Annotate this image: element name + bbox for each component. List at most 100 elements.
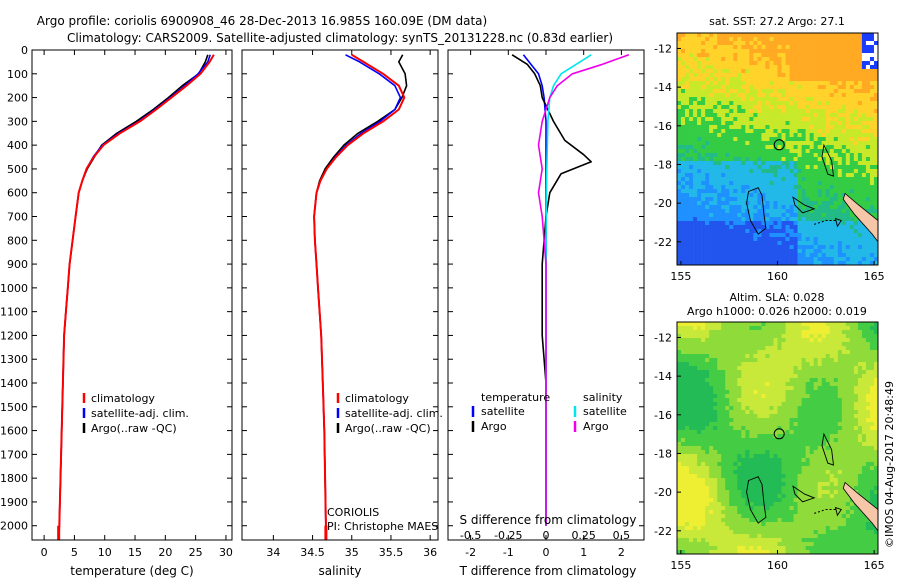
map-cell — [821, 165, 827, 170]
island-shape — [842, 192, 878, 243]
map-cell — [789, 382, 794, 387]
map-cell — [681, 97, 686, 102]
map-cell — [801, 257, 806, 262]
map-cell — [865, 201, 871, 206]
map-cell — [725, 394, 730, 399]
map-cell — [741, 382, 746, 387]
s-tick-label: 0.25 — [571, 529, 596, 542]
map-cell — [833, 153, 839, 158]
map-cell — [761, 362, 766, 367]
map-cell — [693, 153, 698, 158]
map-cell — [701, 61, 706, 66]
map-cell — [729, 197, 734, 202]
legend-label-satellite: satellite-adj. clim. — [91, 407, 189, 420]
map-cell — [697, 430, 702, 435]
map-cell — [757, 193, 762, 198]
map-cell — [813, 73, 818, 78]
map-cell — [681, 410, 686, 415]
map-cell — [685, 37, 690, 42]
map-cell — [701, 121, 706, 126]
map-cell — [801, 101, 806, 106]
map-cell — [725, 173, 730, 178]
map-cell — [745, 458, 750, 463]
map-cell — [701, 402, 706, 407]
map-cell — [741, 434, 746, 439]
map-cell — [725, 133, 730, 138]
map-cell — [769, 117, 774, 122]
map-cell — [761, 338, 766, 343]
map-cell — [841, 93, 847, 98]
map-cell — [777, 145, 782, 150]
map-cell — [737, 65, 742, 70]
map-cell — [705, 85, 710, 90]
map-cell — [733, 49, 738, 54]
map-cell — [785, 101, 790, 106]
map-cell — [861, 165, 867, 170]
map-cell — [685, 446, 690, 451]
map-cell — [785, 169, 790, 174]
map-cell — [697, 382, 702, 387]
map-cell — [769, 426, 774, 431]
map-cell — [853, 225, 859, 230]
map-cell — [757, 81, 762, 86]
map-cell — [761, 65, 766, 70]
map-cell — [705, 245, 710, 250]
map-cell — [721, 97, 726, 102]
map-cell — [729, 370, 734, 375]
map-cell — [809, 217, 814, 222]
map-cell — [733, 394, 738, 399]
map-cell — [709, 426, 714, 431]
map-cell — [761, 109, 766, 114]
map-cell — [849, 354, 855, 359]
map-cell — [785, 354, 790, 359]
map-cell — [801, 173, 806, 178]
map-cell — [729, 386, 734, 391]
map-cell — [717, 189, 722, 194]
map-cell — [837, 177, 843, 182]
map-cell — [773, 189, 778, 194]
map-cell — [697, 338, 702, 343]
map-cell — [757, 57, 762, 62]
map-cell — [761, 145, 766, 150]
map-cell — [709, 137, 714, 142]
map-cell — [821, 109, 827, 114]
map-cell — [725, 330, 730, 335]
map-cell — [777, 153, 782, 158]
map-cell — [681, 342, 686, 347]
map-cell — [829, 141, 835, 146]
map-cell — [801, 149, 806, 154]
map-cell — [805, 157, 810, 162]
map-cell — [861, 253, 867, 258]
map-cell — [857, 129, 863, 134]
map-cell — [749, 125, 754, 130]
map-cell — [789, 358, 794, 363]
map-cell — [861, 61, 867, 66]
map-cell — [697, 438, 702, 443]
map-cell — [681, 181, 686, 186]
map-cell — [769, 257, 774, 262]
map-cell — [837, 338, 843, 343]
map-cell — [781, 398, 786, 403]
map-cell — [769, 422, 774, 427]
map-cell — [841, 137, 847, 142]
map-cell — [785, 181, 790, 186]
map-cell — [713, 442, 718, 447]
map-cell — [689, 201, 694, 206]
map-cell — [841, 33, 847, 38]
map-cell — [781, 418, 786, 423]
map-cell — [681, 141, 686, 146]
map-cell — [845, 81, 851, 86]
map-cell — [773, 73, 778, 78]
map-cell — [861, 85, 867, 90]
map-cell — [725, 53, 730, 58]
map-cell — [765, 49, 770, 54]
map-cell — [869, 61, 875, 66]
map-cell — [733, 205, 738, 210]
map-cell — [777, 101, 782, 106]
map-cell — [737, 153, 742, 158]
map-cell — [865, 390, 871, 395]
map-cell — [677, 253, 682, 258]
map-cell — [717, 89, 722, 94]
map-cell — [709, 93, 714, 98]
map-cell — [693, 253, 698, 258]
